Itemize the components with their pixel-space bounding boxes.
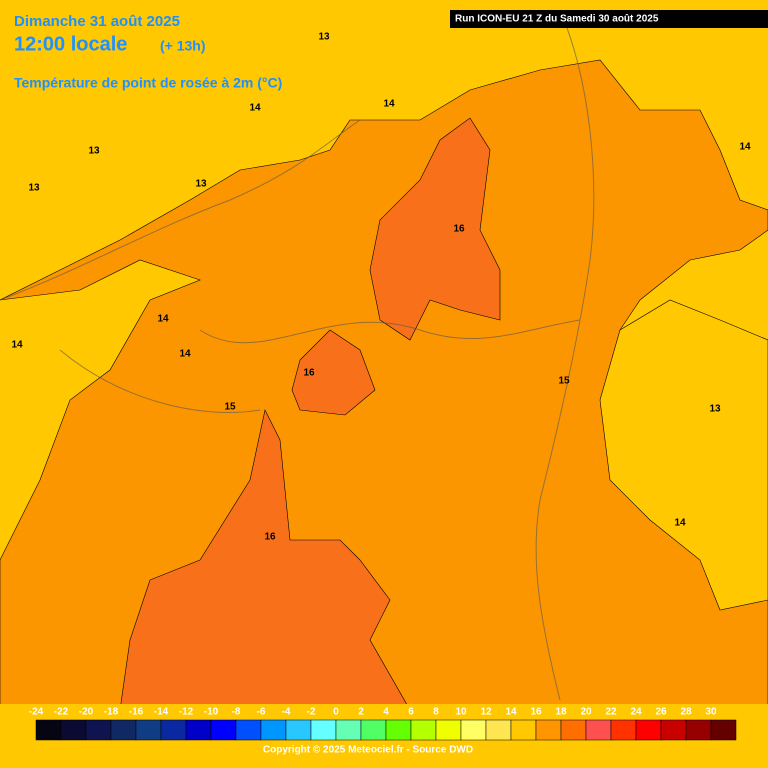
legend-label: 0 (333, 707, 339, 718)
legend-label: 2 (358, 707, 364, 718)
legend-label: 12 (480, 707, 492, 718)
contour-16 (291, 329, 376, 416)
contour-label: 14 (157, 314, 169, 325)
legend-label: 14 (505, 707, 517, 718)
legend-swatch (410, 719, 437, 741)
legend-label: 24 (630, 707, 642, 718)
legend-swatch (385, 719, 412, 741)
legend-label: 6 (408, 707, 414, 718)
legend-swatch (560, 719, 587, 741)
contour-label: 13 (88, 146, 100, 157)
legend-swatch (535, 719, 562, 741)
legend-label: -18 (104, 707, 119, 718)
contour-label: 14 (383, 99, 395, 110)
run-bar (450, 10, 768, 28)
legend-label: 28 (680, 707, 692, 718)
legend-label: -14 (154, 707, 169, 718)
time: 12:00 locale (14, 33, 127, 55)
contour-14 (0, 59, 768, 711)
legend-label: -24 (29, 707, 44, 718)
legend-label: -20 (79, 707, 94, 718)
map-title: Température de point de rosée à 2m (°C) (14, 75, 282, 91)
legend-swatch (260, 719, 287, 741)
legend-label: 10 (455, 707, 467, 718)
legend-swatch (60, 719, 87, 741)
legend-swatch (335, 719, 362, 741)
offset: (+ 13h) (160, 38, 206, 54)
legend-swatch (635, 719, 662, 741)
legend-swatch (510, 719, 537, 741)
contour-label: 15 (558, 376, 570, 387)
copyright: Copyright © 2025 Meteociel.fr - Source D… (263, 745, 473, 756)
legend-swatch (585, 719, 612, 741)
legend-swatch (310, 719, 337, 741)
contour-label: 14 (674, 518, 686, 529)
legend-label: 26 (655, 707, 667, 718)
run-info: Run ICON-EU 21 Z du Samedi 30 août 2025 (455, 14, 659, 25)
contour-label: 16 (264, 532, 276, 543)
legend-swatch (685, 719, 712, 741)
contour-label: 14 (11, 340, 23, 351)
legend-label: -10 (204, 707, 219, 718)
legend-label: -22 (54, 707, 69, 718)
contour-label: 13 (318, 32, 330, 43)
legend-swatch (210, 719, 237, 741)
legend-swatch (610, 719, 637, 741)
contour-label: 13 (709, 404, 721, 415)
legend-label: 4 (383, 707, 389, 718)
legend-swatch (160, 719, 187, 741)
legend-swatch (360, 719, 387, 741)
legend-swatch (235, 719, 262, 741)
legend-swatch (435, 719, 462, 741)
contour-label: 16 (453, 224, 465, 235)
legend-label: 22 (605, 707, 617, 718)
contour-13 (599, 299, 768, 611)
borders (0, 9, 595, 701)
contour-label: 14 (739, 142, 751, 153)
legend-label: -12 (179, 707, 194, 718)
legend-label: 20 (580, 707, 592, 718)
legend-swatch (85, 719, 112, 741)
contour-label: 13 (28, 183, 40, 194)
date: Dimanche 31 août 2025 (14, 13, 180, 30)
legend-label: -6 (257, 707, 266, 718)
contour-label: 15 (224, 402, 236, 413)
legend-swatch (460, 719, 487, 741)
legend-swatch (710, 719, 737, 741)
contour-label: 14 (249, 103, 261, 114)
legend-swatch (285, 719, 312, 741)
contour-label: 13 (195, 179, 207, 190)
legend-label: 18 (555, 707, 567, 718)
legend-swatch (660, 719, 687, 741)
legend-swatch (485, 719, 512, 741)
legend-label: 8 (433, 707, 439, 718)
legend-label: -2 (307, 707, 316, 718)
contour-label: 16 (303, 368, 315, 379)
legend-label: 30 (705, 707, 717, 718)
legend-swatch (135, 719, 162, 741)
legend-label: -8 (232, 707, 241, 718)
legend-label: 16 (530, 707, 542, 718)
legend-swatch (185, 719, 212, 741)
legend-label: -4 (282, 707, 291, 718)
legend-label: -16 (129, 707, 144, 718)
legend-swatch (35, 719, 62, 741)
legend-swatch (110, 719, 137, 741)
contour-label: 14 (179, 349, 191, 360)
